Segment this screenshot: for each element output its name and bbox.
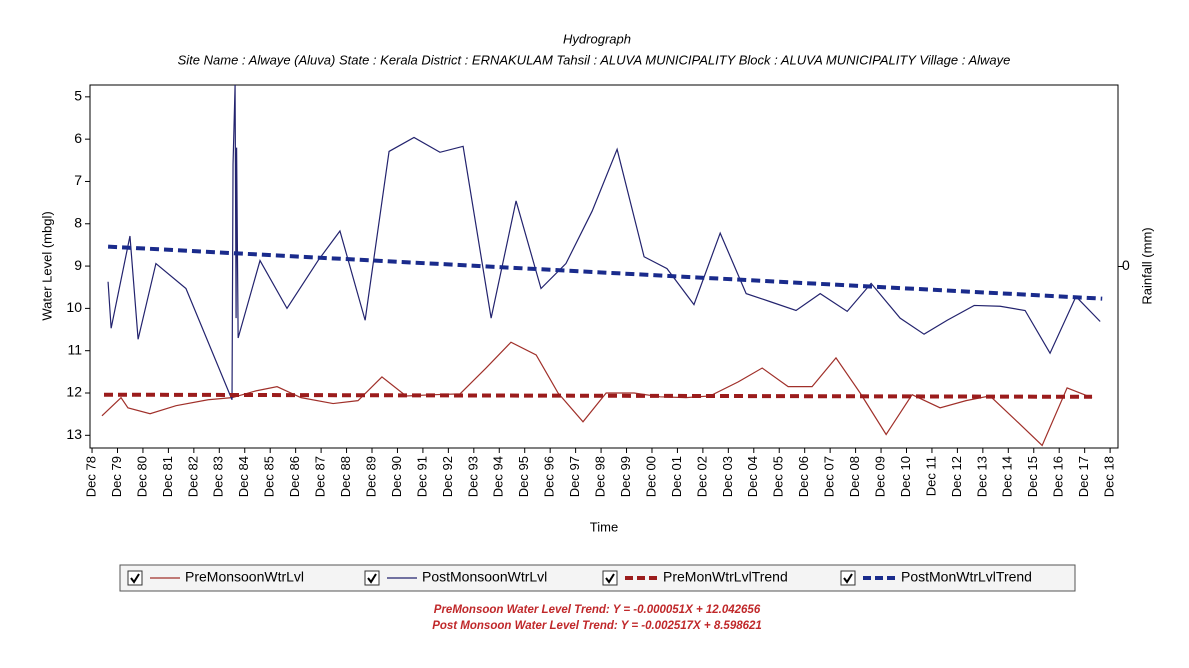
x-tick-label: Dec 13 — [974, 456, 989, 497]
x-tick-label: Dec 12 — [949, 456, 964, 497]
legend-check — [367, 573, 377, 584]
annotation: PreMonsoon Water Level Trend: Y = -0.000… — [434, 604, 761, 616]
y-tick-label: 7 — [74, 172, 82, 188]
x-tick-label: Dec 82 — [185, 456, 200, 497]
legend-checkbox[interactable] — [127, 570, 143, 586]
legend-check — [605, 573, 615, 584]
series-line — [107, 84, 1101, 400]
plot-area — [89, 84, 1119, 449]
legend-label: PostMonsoonWtrLvl — [422, 569, 547, 585]
trend-line — [103, 392, 1093, 399]
x-tick-label: Dec 04 — [745, 456, 760, 497]
y-tick-label: 9 — [74, 257, 82, 273]
x-tick-label: Dec 90 — [389, 456, 404, 497]
x-tick-label: Dec 87 — [313, 456, 328, 497]
x-tick-label: Dec 09 — [872, 456, 887, 497]
y-axis-label: Water Level (mbgl) — [39, 211, 54, 320]
legend-check — [843, 573, 853, 584]
chart-subtitle: Site Name : Alwaye (Aluva) State : Keral… — [178, 52, 1011, 67]
x-tick-label: Dec 16 — [1051, 456, 1066, 497]
x-tick-label: Dec 95 — [516, 456, 531, 497]
x-tick-label: Dec 18 — [1102, 456, 1117, 497]
x-axis-label: Time — [590, 519, 618, 534]
x-tick-label: Dec 08 — [847, 456, 862, 497]
x-tick-label: Dec 02 — [694, 456, 709, 497]
x-tick-label: Dec 88 — [338, 456, 353, 497]
x-tick-label: Dec 80 — [134, 456, 149, 497]
x-tick-label: Dec 83 — [211, 456, 226, 497]
x-tick-label: Dec 01 — [669, 456, 684, 497]
legend-check — [130, 573, 140, 584]
x-tick-label: Dec 89 — [363, 456, 378, 497]
x-tick-label: Dec 10 — [898, 456, 913, 497]
x-tick-label: Dec 14 — [1000, 456, 1015, 497]
y-tick-label: 6 — [74, 130, 82, 146]
x-tick-label: Dec 85 — [262, 456, 277, 497]
x-tick-label: Dec 03 — [720, 456, 735, 497]
legend-checkbox[interactable] — [602, 570, 618, 586]
y2-tick-label: 0 — [1122, 257, 1130, 273]
x-tick-label: Dec 11 — [923, 456, 938, 496]
x-tick-label: Dec 00 — [643, 456, 658, 497]
legend-checkbox[interactable] — [840, 570, 856, 586]
legend-label: PreMonWtrLvlTrend — [663, 569, 788, 585]
y-tick-label: 11 — [67, 341, 82, 357]
y-tick-label: 8 — [74, 214, 82, 230]
x-tick-label: Dec 86 — [287, 456, 302, 497]
x-tick-label: Dec 96 — [542, 456, 557, 497]
annotation: Post Monsoon Water Level Trend: Y = -0.0… — [432, 620, 762, 632]
x-tick-label: Dec 94 — [491, 456, 506, 497]
x-tick-label: Dec 92 — [440, 456, 455, 497]
y2-axis-label: Rainfall (mm) — [1139, 227, 1154, 304]
x-tick-label: Dec 79 — [109, 456, 124, 497]
x-tick-label: Dec 97 — [567, 456, 582, 497]
legend-label: PostMonWtrLvlTrend — [901, 569, 1032, 585]
x-tick-label: Dec 15 — [1025, 456, 1040, 497]
trend-line — [107, 244, 1103, 301]
y-tick-label: 5 — [74, 88, 82, 104]
x-tick-label: Dec 84 — [236, 456, 251, 497]
y-tick-label: 13 — [66, 426, 82, 442]
x-tick-label: Dec 06 — [796, 456, 811, 497]
x-tick-label: Dec 81 — [160, 456, 175, 497]
legend — [119, 564, 1076, 592]
x-tick-label: Dec 17 — [1076, 456, 1091, 497]
x-tick-label: Dec 98 — [593, 456, 608, 497]
legend-label: PreMonsoonWtrLvl — [185, 569, 304, 585]
x-tick-label: Dec 05 — [771, 456, 786, 497]
x-tick-label: Dec 91 — [414, 456, 429, 497]
chart-title: Hydrograph — [563, 31, 631, 46]
y-tick-label: 10 — [66, 299, 82, 315]
x-tick-label: Dec 07 — [822, 456, 837, 497]
x-tick-label: Dec 99 — [618, 456, 633, 497]
x-tick-label: Dec 93 — [465, 456, 480, 497]
x-tick-label: Dec 78 — [83, 456, 98, 497]
y-tick-label: 12 — [66, 384, 82, 400]
legend-checkbox[interactable] — [364, 570, 380, 586]
